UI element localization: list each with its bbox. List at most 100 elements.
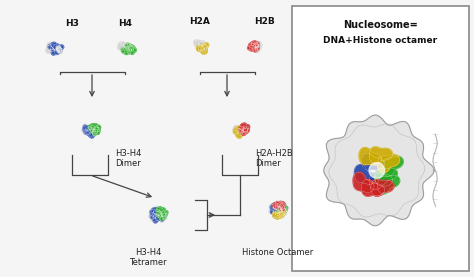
- Polygon shape: [126, 45, 134, 50]
- Polygon shape: [362, 153, 384, 170]
- Polygon shape: [275, 201, 283, 208]
- Polygon shape: [273, 209, 279, 218]
- Polygon shape: [282, 206, 288, 214]
- Text: H3-H4
Dimer: H3-H4 Dimer: [115, 149, 141, 168]
- Polygon shape: [160, 216, 166, 222]
- Polygon shape: [283, 208, 287, 215]
- Polygon shape: [251, 41, 259, 48]
- Polygon shape: [118, 42, 125, 48]
- Polygon shape: [234, 128, 243, 134]
- Polygon shape: [273, 212, 281, 218]
- Polygon shape: [150, 213, 159, 219]
- Polygon shape: [235, 129, 241, 138]
- Polygon shape: [124, 48, 132, 55]
- Text: H3-H4
Tetramer: H3-H4 Tetramer: [129, 248, 167, 267]
- Polygon shape: [159, 208, 165, 217]
- Polygon shape: [275, 213, 283, 219]
- Polygon shape: [83, 124, 89, 131]
- Polygon shape: [239, 126, 248, 133]
- Polygon shape: [282, 205, 287, 212]
- Polygon shape: [324, 115, 434, 226]
- Polygon shape: [121, 42, 128, 47]
- Polygon shape: [50, 42, 58, 50]
- Polygon shape: [374, 168, 397, 186]
- Polygon shape: [279, 203, 285, 212]
- Polygon shape: [48, 45, 54, 52]
- Polygon shape: [243, 125, 250, 134]
- Polygon shape: [279, 212, 285, 218]
- Polygon shape: [359, 148, 382, 165]
- Polygon shape: [271, 208, 279, 214]
- Polygon shape: [51, 49, 60, 55]
- Polygon shape: [83, 125, 92, 132]
- Polygon shape: [88, 125, 95, 134]
- Polygon shape: [275, 208, 283, 216]
- Polygon shape: [369, 147, 392, 164]
- Polygon shape: [162, 213, 167, 220]
- Polygon shape: [199, 44, 206, 51]
- Polygon shape: [237, 129, 244, 138]
- Polygon shape: [84, 129, 92, 137]
- Polygon shape: [123, 43, 130, 48]
- Polygon shape: [369, 163, 384, 178]
- Polygon shape: [371, 179, 394, 196]
- Polygon shape: [236, 126, 244, 133]
- Polygon shape: [150, 209, 155, 216]
- Polygon shape: [57, 45, 64, 53]
- Polygon shape: [85, 127, 94, 135]
- Polygon shape: [273, 203, 281, 209]
- Polygon shape: [201, 45, 208, 52]
- Polygon shape: [198, 41, 205, 46]
- Text: H4: H4: [118, 19, 132, 28]
- Polygon shape: [273, 205, 282, 211]
- Polygon shape: [275, 201, 282, 206]
- Polygon shape: [155, 206, 162, 212]
- Polygon shape: [202, 43, 209, 51]
- Polygon shape: [46, 46, 51, 53]
- Polygon shape: [249, 42, 257, 48]
- Polygon shape: [273, 206, 281, 213]
- Polygon shape: [198, 47, 205, 54]
- Polygon shape: [234, 125, 240, 132]
- Polygon shape: [94, 125, 100, 134]
- Polygon shape: [201, 45, 207, 54]
- Polygon shape: [151, 215, 156, 222]
- Polygon shape: [244, 126, 249, 133]
- Polygon shape: [90, 127, 96, 137]
- Polygon shape: [275, 214, 282, 219]
- Polygon shape: [251, 43, 258, 50]
- FancyBboxPatch shape: [292, 6, 469, 271]
- Polygon shape: [149, 212, 154, 219]
- Polygon shape: [369, 173, 392, 190]
- Polygon shape: [162, 210, 167, 217]
- Polygon shape: [124, 43, 131, 51]
- Polygon shape: [280, 209, 286, 217]
- Polygon shape: [353, 172, 374, 193]
- Polygon shape: [153, 209, 162, 216]
- Polygon shape: [254, 42, 259, 50]
- Text: H2A: H2A: [190, 17, 210, 26]
- Polygon shape: [355, 165, 376, 184]
- Polygon shape: [272, 203, 279, 211]
- Polygon shape: [128, 46, 134, 54]
- Polygon shape: [48, 44, 56, 50]
- Polygon shape: [277, 211, 285, 218]
- Polygon shape: [56, 46, 61, 52]
- Polygon shape: [277, 206, 285, 212]
- Polygon shape: [238, 128, 246, 136]
- Text: H2A-H2B
Dimer: H2A-H2B Dimer: [255, 149, 293, 168]
- Polygon shape: [270, 204, 275, 211]
- Polygon shape: [277, 202, 284, 210]
- Text: DNA+Histone octamer: DNA+Histone octamer: [323, 35, 438, 45]
- Text: Histone Octamer: Histone Octamer: [242, 248, 314, 257]
- Polygon shape: [255, 42, 261, 48]
- Polygon shape: [153, 211, 161, 217]
- Polygon shape: [153, 214, 159, 223]
- Polygon shape: [196, 45, 205, 51]
- Polygon shape: [247, 43, 256, 50]
- Polygon shape: [92, 127, 100, 135]
- Polygon shape: [255, 46, 261, 53]
- Polygon shape: [82, 126, 87, 133]
- Polygon shape: [90, 126, 99, 132]
- Polygon shape: [279, 209, 287, 216]
